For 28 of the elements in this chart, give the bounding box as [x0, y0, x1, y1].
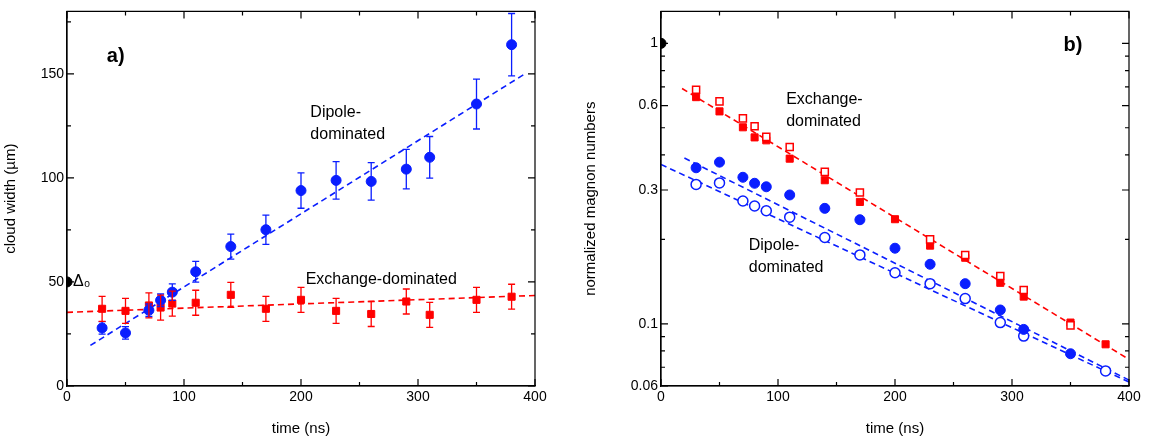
y-tick-label: 0.3 — [638, 180, 659, 197]
x-axis-title: time (ns) — [865, 419, 925, 437]
y-tick-label: 1 — [650, 34, 659, 51]
y-tick-label: 50 — [48, 272, 65, 289]
y-tick-label: 0.06 — [630, 376, 659, 393]
y-tick-label: 100 — [40, 168, 65, 185]
annotation: a) — [106, 43, 125, 66]
annotation: b) — [1063, 32, 1083, 55]
annotation: Dipole- dominated — [748, 235, 824, 275]
annotation: Exchange-dominated — [305, 270, 457, 288]
x-tick-label: 100 — [766, 388, 790, 405]
y-tick-label: 0 — [56, 376, 65, 393]
y-tick-label: 0.1 — [638, 314, 659, 331]
y-tick-label: 150 — [40, 64, 65, 81]
x-tick-label: 200 — [289, 388, 313, 405]
x-tick-label: 200 — [883, 388, 907, 405]
x-axis-title: time (ns) — [271, 419, 331, 437]
y-axis-title: cloud width (µm) — [1, 143, 19, 254]
x-tick-label: 400 — [523, 388, 547, 405]
x-tick-label: 100 — [172, 388, 196, 405]
x-tick-label: 400 — [1117, 388, 1141, 405]
x-tick-label: 300 — [1000, 388, 1024, 405]
annotation: Δ₀ — [73, 272, 91, 290]
y-tick-label: 0.6 — [638, 96, 659, 113]
annotation: Dipole- dominated — [310, 102, 386, 142]
x-tick-label: 300 — [406, 388, 430, 405]
y-axis-title: normalized magnon numbers — [581, 101, 599, 296]
annotation: Exchange- dominated — [786, 90, 863, 130]
